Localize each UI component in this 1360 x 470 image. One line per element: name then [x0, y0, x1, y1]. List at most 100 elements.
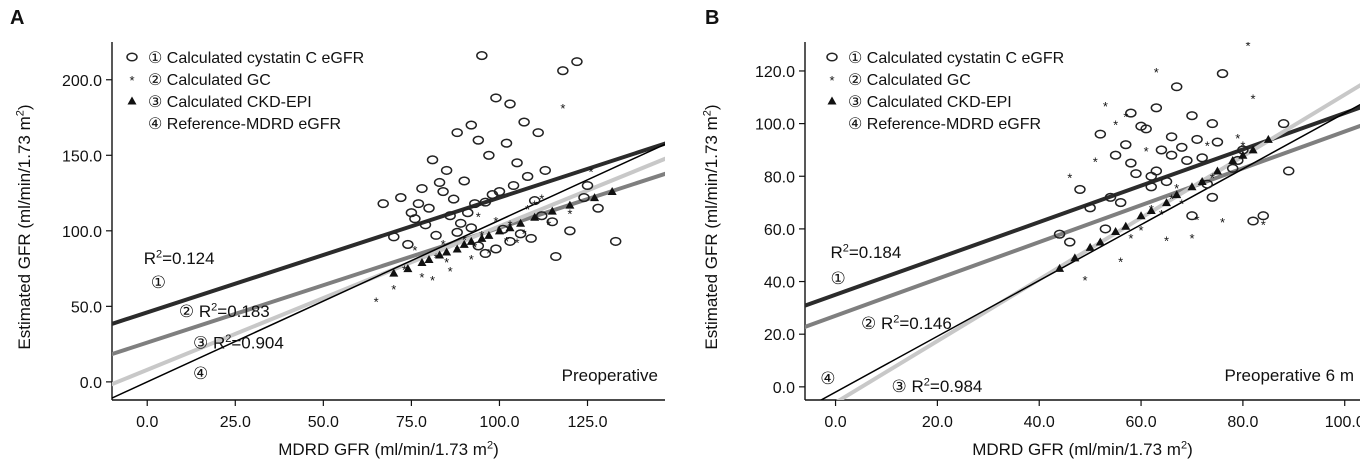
y-tick-label: 200.0 — [62, 73, 102, 90]
legend: ① Calculated cystatin C eGFR * ② Calculate… — [126, 50, 364, 133]
regression-lines — [112, 141, 665, 399]
data-point-circle — [465, 120, 478, 130]
data-point-circle — [1104, 192, 1117, 202]
data-point-circle — [426, 155, 439, 165]
data-point-star: * — [1210, 170, 1215, 185]
regression-label: ② R2=0.183 — [179, 301, 270, 320]
data-point-circle — [511, 158, 523, 168]
x-tick-label: 40.0 — [1024, 414, 1055, 431]
data-point-triangle — [424, 255, 434, 264]
data-point-triangle — [389, 268, 399, 277]
panel-label: A — [10, 7, 24, 29]
data-point-circle — [483, 150, 495, 160]
legend-entry: ① Calculated cystatin C eGFR — [848, 50, 1064, 67]
data-point-circle — [430, 230, 442, 240]
data-point-circle — [571, 57, 583, 67]
x-tick-label: 0.0 — [824, 414, 846, 431]
data-point-star: * — [1103, 99, 1108, 114]
data-point-circle — [1257, 211, 1270, 221]
legend-entry: ③ Calculated CKD-EPI — [848, 94, 1012, 111]
data-point-triangle — [1085, 242, 1095, 251]
data-point-triangle — [1121, 221, 1131, 230]
regression-line-2 — [112, 171, 665, 357]
x-tick-label: 100.0 — [479, 414, 519, 431]
data-point-circle — [500, 138, 513, 148]
data-point-circle — [423, 203, 435, 213]
y-axis-title: Estimated GFR (ml/min/1.73 m2) — [702, 104, 721, 349]
x-tick-label: 125.0 — [567, 414, 607, 431]
data-point-star: * — [546, 217, 551, 232]
data-point-star: * — [472, 240, 477, 255]
data-point-circle — [592, 203, 604, 213]
legend-marker-circle — [126, 52, 138, 62]
y-tick-label: 120.0 — [755, 64, 795, 81]
regression-label: ④ — [193, 364, 208, 383]
data-point-circle — [1186, 111, 1198, 121]
data-point-star: * — [448, 264, 453, 279]
data-point-star: * — [1205, 139, 1210, 154]
data-point-triangle — [494, 226, 504, 235]
data-point-circle — [1216, 69, 1229, 79]
data-point-triangle — [1238, 150, 1248, 159]
data-point-star: * — [441, 237, 446, 252]
data-point-star: * — [412, 243, 417, 258]
data-point-circle — [1130, 169, 1142, 179]
data-point-circle — [1064, 237, 1076, 247]
y-tick-label: 150.0 — [62, 148, 102, 165]
x-tick-label: 0.0 — [136, 414, 158, 431]
data-point-circle — [1211, 137, 1224, 147]
legend-entry: ④ Reference-MDRD eGFR — [848, 116, 1041, 133]
data-point-circle — [1099, 224, 1112, 234]
regression-line-3 — [836, 83, 1360, 400]
chart-panel-b: B 0.0 20.0 40.0 60.0 80.0 100.0 120.0 0.0 20.0 40.… — [702, 7, 1360, 459]
data-point-circle — [1074, 184, 1086, 194]
regression-line-4 — [112, 143, 665, 399]
data-point-circle — [514, 229, 527, 239]
legend: ① Calculated cystatin C eGFR * ② Calculate… — [826, 50, 1064, 133]
regression-label: R2=0.184 — [830, 242, 901, 261]
legend-entry: ① Calculated cystatin C eGFR — [148, 50, 364, 67]
data-point-circle — [1155, 145, 1168, 155]
data-point-circle — [412, 199, 425, 209]
data-point-triangle — [1162, 198, 1172, 207]
data-point-circle — [1196, 153, 1208, 163]
data-point-circle — [1226, 163, 1239, 173]
data-point-star: * — [1230, 157, 1235, 172]
data-point-star: * — [1067, 170, 1072, 185]
data-point-circle — [486, 190, 499, 200]
data-point-triangle — [1248, 145, 1258, 154]
data-point-star: * — [1240, 139, 1245, 154]
data-point-star: * — [532, 198, 537, 213]
data-point-circle — [377, 199, 389, 209]
data-point-circle — [535, 211, 548, 221]
data-point-circle — [557, 66, 569, 76]
data-point-triangle — [452, 244, 462, 253]
scatter-points: ****************************** — [374, 51, 622, 309]
legend-entry: ③ Calculated CKD-EPI — [148, 94, 312, 111]
data-point-circle — [395, 193, 407, 203]
data-point-star: * — [1154, 65, 1159, 80]
data-point-circle — [490, 244, 502, 254]
y-tick-label: 100.0 — [755, 117, 795, 134]
data-point-circle — [1120, 140, 1132, 150]
x-tick-label: 20.0 — [922, 414, 953, 431]
data-point-circle — [1247, 216, 1259, 226]
data-point-star: * — [1195, 212, 1200, 227]
data-point-circle — [504, 99, 516, 109]
data-point-star: * — [419, 270, 424, 285]
x-tick-label: 100.0 — [1325, 414, 1360, 431]
y-tick-label: 60.0 — [764, 222, 795, 239]
panel-annotation: Preoperative 6 m — [1225, 366, 1354, 385]
data-point-circle — [1125, 108, 1137, 118]
data-point-circle — [1176, 142, 1188, 152]
data-point-triangle — [505, 223, 515, 232]
regression-lines — [805, 83, 1360, 400]
regression-label: ① — [151, 273, 166, 292]
data-point-circle — [476, 51, 488, 61]
data-point-triangle — [1212, 166, 1222, 175]
regression-line-1 — [112, 141, 665, 326]
data-point-circle — [1145, 182, 1157, 192]
scatter-points: ***************************** — [1053, 42, 1295, 288]
y-tick-label: 40.0 — [764, 275, 795, 292]
data-point-star: * — [515, 235, 520, 250]
